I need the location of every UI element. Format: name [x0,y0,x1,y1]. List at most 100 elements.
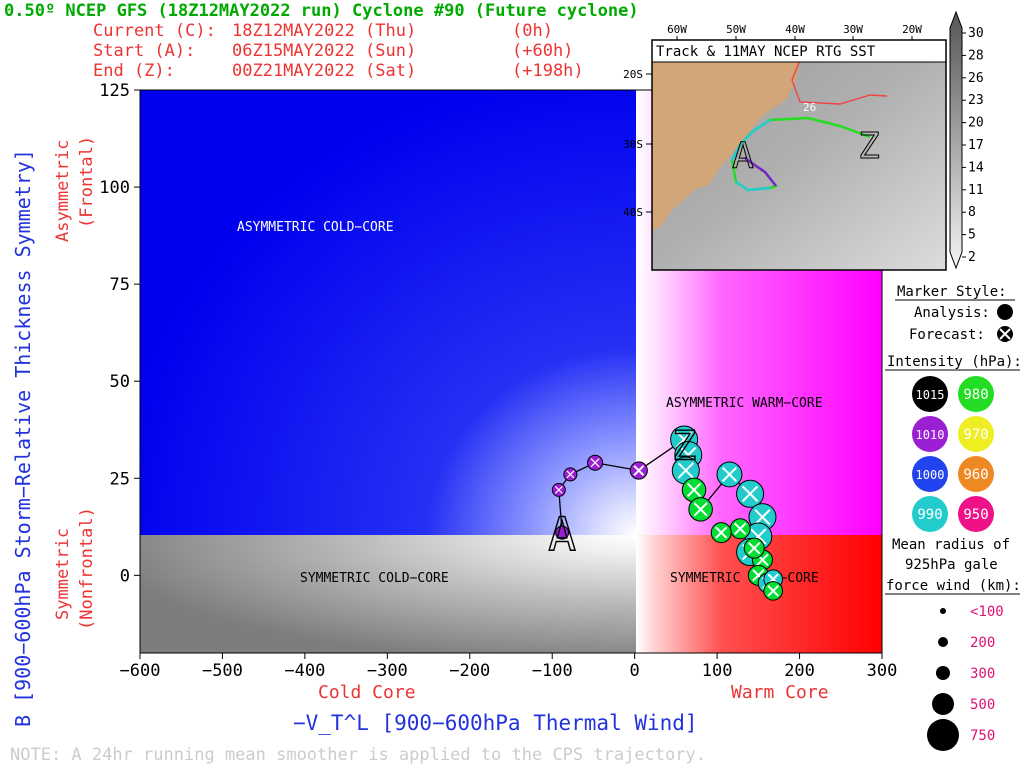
trajectory-point-x [677,462,694,479]
inset-lon-30w: 30W [843,23,863,36]
forecast-marker [997,326,1013,342]
start-value: 06Z15MAY2022 (Sun) [232,41,416,61]
start-marker-a: A [548,508,576,562]
trajectory-point-x [721,466,738,482]
radius-legend-item: 300 [936,666,995,682]
trajectory-point-x [633,465,645,476]
y-tick-label: 50 [110,372,130,392]
radius-swatch [932,693,954,715]
radius-legend-item: 500 [932,693,995,715]
x-tick-label: 200 [784,661,815,681]
current-label: Current (C): [93,21,216,41]
radius-value: 500 [970,697,995,713]
current-value: 18Z12MAY2022 (Thu) [232,21,416,41]
y-axis-label: B [900−600hPa Storm−Relative Thickness S… [11,149,35,727]
intensity-value: 950 [963,507,988,523]
intensity-swatch [958,416,994,452]
trajectory-point-x [748,541,761,555]
end-label: End (Z): [93,61,175,81]
inset-start-a: A [732,136,754,177]
colorbar-tick-label: 17 [968,138,984,153]
x-tick-label: −200 [449,661,490,681]
intensity-swatch [958,456,994,492]
quadrant-sym-cold-bg [140,535,636,653]
trajectory-point [743,537,765,559]
intensity-value: 1000 [916,468,945,482]
radius-legend-item: 750 [927,719,995,751]
inset-land [652,60,800,232]
trajectory-point [736,479,765,508]
radius-legend-item: <100 [940,604,1004,620]
radius-value: 300 [970,666,995,682]
sst-colorbar: 30 28 26 23 20 17 14 11 8 5 2 [949,10,984,270]
trajectory-point-x [715,526,728,539]
trajectory-point [555,525,570,540]
radius-title-2: 925hPa gale [905,557,998,573]
x-tick-label: 300 [867,661,898,681]
y-tick-label: 0 [120,566,130,586]
radius-value: <100 [970,604,1004,620]
start-offset: (+60h) [512,41,573,61]
y-annotation-frontal: (Frontal) [77,136,97,228]
x-axis-label: −V_T^L [900−600hPa Thermal Wind] [293,711,698,735]
label-asym-warm: ASYMMETRIC WARM−CORE [666,396,823,411]
inset-end-z: Z [858,126,880,167]
colorbar-tick-label: 26 [968,71,984,86]
intensity-swatch [912,376,948,412]
x-tick-label: −300 [367,661,408,681]
forecast-marker-x [999,328,1011,340]
inset-lon-labels: 60W 50W 40W 30W 20W [667,23,922,36]
trajectory-point-x [733,522,747,535]
inset-lon-20w: 20W [902,23,922,36]
x-tick-label: −100 [532,661,573,681]
colorbar-tick-label: 23 [968,93,984,108]
cps-trajectory [551,425,783,601]
intensity-title: Intensity (hPa): [887,354,1022,370]
x-tick-label: −600 [120,661,161,681]
header-info: Current (C): 18Z12MAY2022 (Thu) (0h) Sta… [93,21,584,81]
y-tick-label: 125 [99,81,130,101]
intensity-swatch [912,456,948,492]
inset-lat-40s: 40S [623,206,643,219]
quadrant-labels: ASYMMETRIC COLD−CORE ASYMMETRIC WARM−COR… [237,220,823,586]
end-marker-z: Z [672,423,696,469]
current-offset: (0h) [512,21,553,41]
trajectory-point [671,456,700,485]
marker-style-title: Marker Style: [897,284,1007,300]
radius-title-1: Mean radius of [892,537,1010,553]
label-sym-warm: SYMMETRIC WARM−CORE [670,571,819,586]
x-tick-label: 100 [702,661,733,681]
inset-tick-marks [646,36,913,213]
inset-lon-50w: 50W [726,23,746,36]
y-axis-ticks: 125 100 75 50 25 0 [99,81,140,586]
y-tick-label: 25 [110,469,130,489]
inset-lon-40w: 40W [785,23,805,36]
intensity-legend-item: 1010 [912,416,948,452]
intensity-legend-item: 980 [958,376,994,412]
colorbar-tick-label: 5 [968,228,976,243]
forecast-label: Forecast: [909,327,985,343]
trajectory-point-x [754,508,771,526]
inset-lat-30s: 30S [623,138,643,151]
plot-frame [139,89,883,654]
x-tick-label: −400 [284,661,325,681]
y-annotation-asym: Asymmetric [53,140,73,242]
intensity-value: 1015 [916,388,945,402]
inset-track-cyan [730,118,771,192]
intensity-swatch [958,376,994,412]
colorbar-tick-label: 11 [968,183,984,198]
x-tick-label: −500 [202,661,243,681]
x-annotation-cold: Cold Core [318,682,416,703]
trajectory-point-x [693,502,708,517]
trajectory-point-x [554,485,563,494]
intensity-legend-item: 990 [912,496,948,532]
end-offset: (+198h) [512,61,584,81]
trajectory-point-x [590,458,600,468]
intensity-legend: 1015 980 1010 970 1000 960 990 950 [912,376,994,532]
inset-track-purple [744,156,777,187]
intensity-value: 960 [963,467,988,483]
trajectory-point-x [767,585,779,597]
chart-title: 0.50º NCEP GFS (18Z12MAY2022 run) Cyclon… [4,1,639,21]
colorbar-tick-label: 28 [968,48,984,63]
